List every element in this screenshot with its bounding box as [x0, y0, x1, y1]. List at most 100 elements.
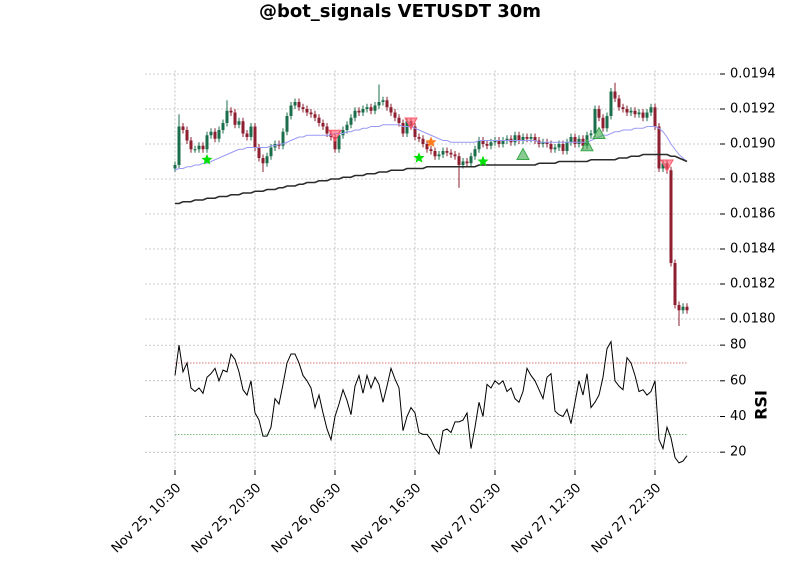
candle-body	[645, 112, 649, 118]
candle-body	[561, 144, 565, 151]
candle-body	[641, 112, 645, 118]
candle-body	[605, 116, 609, 129]
candle-body	[541, 142, 545, 144]
signal-marker	[580, 138, 594, 152]
y-tick-label: 80	[730, 338, 747, 353]
candle-body	[293, 102, 297, 106]
candle-body	[361, 109, 365, 113]
candle-body	[433, 151, 437, 157]
candle-body	[373, 105, 377, 111]
candle-body	[445, 151, 449, 153]
candle-body	[505, 138, 509, 141]
candle-body	[421, 138, 425, 144]
candle-body	[457, 156, 461, 165]
candle-body	[637, 112, 641, 115]
candle-body	[497, 140, 501, 144]
candle-body	[661, 163, 665, 169]
candle-body	[213, 131, 217, 139]
y-tick-label: 0.0184	[730, 242, 776, 257]
candle-body	[681, 306, 685, 311]
rsi-axis-label: RSI	[752, 390, 771, 420]
candle-body	[657, 126, 661, 169]
candle-body	[465, 161, 469, 164]
candle-body	[593, 109, 597, 134]
candle-body	[233, 112, 237, 125]
candle-body	[577, 138, 581, 144]
candle-body	[601, 117, 605, 129]
candle-body	[477, 140, 481, 150]
candle-body	[469, 156, 473, 164]
candle-body	[513, 135, 517, 143]
candle-body	[193, 149, 197, 151]
candle-body	[485, 144, 489, 146]
signal-marker	[592, 126, 606, 139]
candle-body	[437, 154, 441, 157]
candle-body	[181, 126, 185, 130]
candle-body	[257, 147, 261, 158]
y-tick-label: 0.0182	[730, 277, 776, 292]
signal-marker	[201, 154, 213, 165]
candle-body	[305, 109, 309, 113]
candle-body	[389, 107, 393, 113]
candle-body	[309, 112, 313, 115]
candle-body	[173, 165, 177, 169]
candle-body	[277, 144, 281, 146]
y-tick-label: 0.0186	[730, 207, 776, 222]
candle-body	[301, 107, 305, 109]
candle-body	[553, 147, 557, 150]
candle-body	[565, 142, 569, 151]
candle-body	[297, 102, 301, 108]
candle-body	[557, 144, 561, 148]
x-tick-label: Nov 25, 10:30	[109, 481, 185, 557]
x-tick-label: Nov 26, 16:30	[349, 481, 425, 557]
candle-body	[461, 161, 465, 165]
x-tick-label: Nov 27, 22:30	[589, 481, 665, 557]
candle-body	[629, 110, 633, 113]
y-tick-label: 60	[730, 373, 747, 388]
candle-body	[405, 121, 409, 134]
signal-marker	[477, 155, 489, 167]
candle-body	[177, 126, 181, 165]
candle-body	[249, 126, 253, 137]
candle-body	[521, 137, 525, 141]
y-tick-label: 0.0180	[730, 312, 776, 327]
x-tick-label: Nov 26, 06:30	[269, 481, 345, 557]
candle-body	[285, 116, 289, 132]
x-tick-label: Nov 25, 20:30	[189, 481, 265, 557]
candle-body	[265, 156, 269, 164]
candle-body	[501, 140, 505, 144]
x-tick-label: Nov 27, 02:30	[429, 481, 505, 557]
candle-body	[529, 137, 533, 139]
signal-marker	[404, 117, 418, 131]
candle-body	[677, 305, 681, 311]
candle-body	[321, 123, 325, 127]
candle-body	[573, 137, 577, 144]
candle-body	[397, 117, 401, 123]
candle-body	[393, 112, 397, 118]
y-tick-label: 0.0192	[730, 102, 776, 117]
candle-body	[453, 154, 457, 157]
candle-body	[357, 110, 361, 113]
y-tick-label: 20	[730, 445, 747, 460]
candle-body	[441, 151, 445, 155]
candle-body	[569, 137, 573, 143]
candle-body	[333, 137, 337, 150]
candle-body	[205, 135, 209, 150]
candle-body	[261, 158, 265, 164]
candle-body	[225, 110, 229, 123]
candle-body	[621, 107, 625, 109]
candle-body	[369, 107, 373, 111]
candle-body	[429, 149, 433, 151]
candle-body	[673, 263, 677, 305]
candle-body	[517, 135, 521, 141]
candle-body	[353, 110, 357, 118]
candle-body	[185, 130, 189, 141]
candle-body	[281, 131, 285, 146]
candle-body	[269, 147, 273, 157]
candle-body	[377, 102, 381, 106]
candle-body	[613, 91, 617, 99]
candle-body	[197, 145, 201, 150]
candle-body	[489, 142, 493, 146]
candle-body	[653, 107, 657, 127]
candle-body	[633, 110, 637, 115]
